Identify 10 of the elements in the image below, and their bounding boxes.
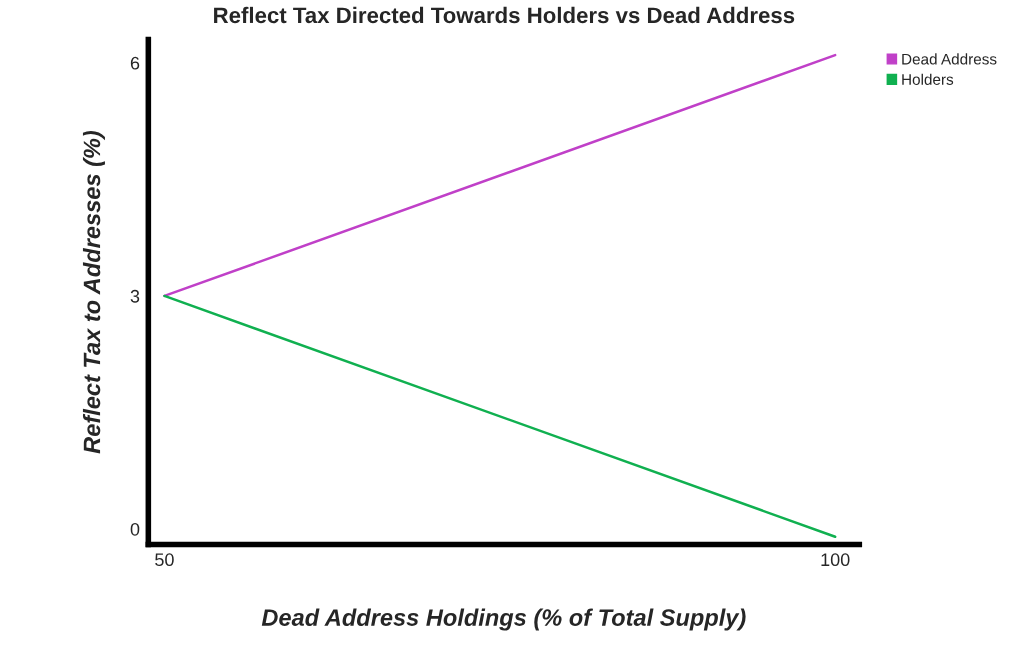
y-tick-label: 0	[130, 522, 140, 536]
x-axis-title: Dead Address Holdings (% of Total Supply)	[261, 608, 746, 631]
legend-label: Holders	[902, 73, 954, 85]
x-tick-label: 50	[155, 553, 174, 567]
x-tick-label: 100	[821, 553, 850, 567]
chart-title: Reflect Tax Directed Towards Holders vs Dead Address	[214, 6, 795, 24]
legend-label: Dead Address	[902, 53, 997, 65]
y-tick-label: 3	[130, 289, 140, 303]
y-tick-label: 6	[130, 56, 140, 70]
y-axis-title: Reflect Tax to Addresses (%)	[82, 130, 105, 454]
